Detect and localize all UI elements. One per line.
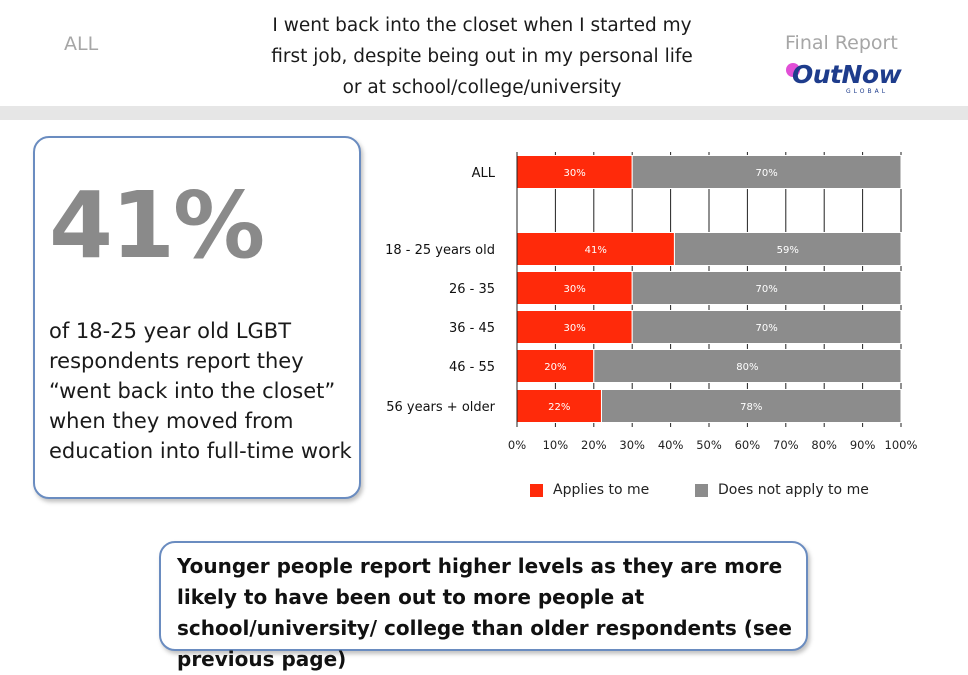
x-tick-label: 10% [543,438,569,452]
logo-mark-icon [786,63,800,77]
category-label: 36 - 45 [449,321,495,336]
stat-value: 41% [49,172,265,279]
bar-value-label: 20% [544,362,566,373]
bar-not-applies [600,389,902,423]
category-label: 18 - 25 years old [385,243,495,258]
header-divider [0,106,968,120]
bar-value-label: 30% [563,284,585,295]
legend-swatch-not-applies [695,483,708,497]
category-label: 46 - 55 [449,360,495,375]
bar-value-label: 30% [563,323,585,334]
page-title: I went back into the closet when I start… [271,15,693,98]
logo-subtext: GLOBAL [846,88,889,95]
x-tick-label: 70% [773,438,799,452]
bar-not-applies [631,155,902,189]
bar-value-label: 80% [736,362,758,373]
bar-value-label: 70% [755,284,777,295]
x-tick-label: 0% [508,438,526,452]
outnow-logo: OutNow GLOBAL [784,60,914,100]
legend-label-applies: Applies to me [553,482,650,498]
report-label: Final Report [785,32,898,54]
bar-not-applies [631,310,902,344]
bar-value-label: 30% [563,168,585,179]
x-tick-label: 60% [735,438,761,452]
x-tick-label: 80% [811,438,837,452]
segment-label: ALL [64,33,99,55]
bar-value-label: 22% [548,402,570,413]
x-tick-label: 50% [696,438,722,452]
bar-value-label: 70% [755,323,777,334]
header: ALL I went back into the closet when I s… [0,0,968,106]
x-tick-label: 40% [658,438,684,452]
bar-value-label: 70% [755,168,777,179]
bar-not-applies [673,232,902,266]
stat-callout: 41% of 18-25 year old LGBT respondents r… [33,136,361,499]
x-tick-label: 20% [581,438,607,452]
legend-item-applies: Applies to me [530,482,649,498]
stacked-bar-chart: 30% 70% ALL 41% 59% 18 - 25 years old 30% 70% 26… [370,140,930,520]
category-label: ALL [472,166,496,181]
x-tick-label: 100% [885,438,918,452]
x-tick-label: 30% [619,438,645,452]
legend-item-not-applies: Does not apply to me [695,482,869,498]
bar-value-label: 78% [740,402,762,413]
category-label: 56 years + older [386,400,495,415]
note-callout: Younger people report higher levels as t… [159,541,808,671]
category-label: 26 - 35 [449,282,495,297]
bar-not-applies [631,271,902,305]
bar-applies [516,310,633,344]
logo-text: OutNow [792,60,902,89]
legend-label-not-applies: Does not apply to me [718,482,869,498]
bar-value-label: 59% [777,245,799,256]
bar-applies [516,155,633,189]
bar-not-applies [593,349,902,383]
legend-swatch-applies [530,483,543,497]
bar-applies [516,389,602,423]
chart-legend: Applies to me Does not apply to me [530,482,890,502]
x-tick-label: 90% [850,438,876,452]
chart-plot: 30% 70% ALL 41% 59% 18 - 25 years old 30% 70% 26… [385,152,918,452]
note-text: Younger people report higher levels as t… [177,554,792,671]
stat-description: of 18-25 year old LGBT respondents repor… [49,319,352,463]
bar-value-label: 41% [585,245,607,256]
